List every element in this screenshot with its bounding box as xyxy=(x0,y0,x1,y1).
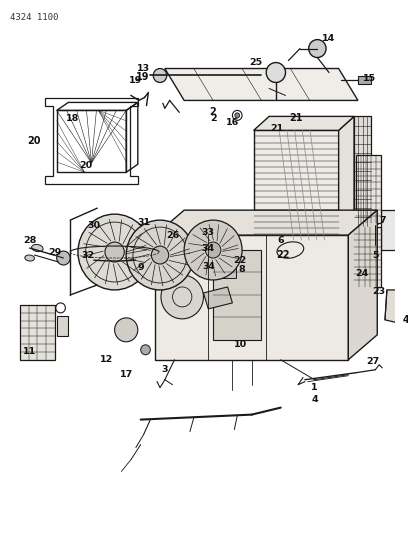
Circle shape xyxy=(151,246,169,264)
Text: 11: 11 xyxy=(23,348,36,356)
Text: 34: 34 xyxy=(202,262,215,271)
Text: 16: 16 xyxy=(226,118,239,127)
Text: 1: 1 xyxy=(311,383,318,392)
Polygon shape xyxy=(254,131,339,240)
Text: 7: 7 xyxy=(380,216,386,224)
Text: 30: 30 xyxy=(87,221,100,230)
Text: 4: 4 xyxy=(311,395,318,404)
Bar xyxy=(354,116,371,226)
Text: 6: 6 xyxy=(277,236,284,245)
Text: 34: 34 xyxy=(202,244,215,253)
Circle shape xyxy=(370,215,380,225)
Bar xyxy=(356,155,381,223)
Text: 15: 15 xyxy=(363,74,376,83)
Text: 24: 24 xyxy=(355,270,368,278)
Bar xyxy=(381,210,400,250)
Text: 33: 33 xyxy=(202,228,215,237)
Circle shape xyxy=(235,113,239,118)
Circle shape xyxy=(141,345,151,355)
Polygon shape xyxy=(155,235,348,360)
Polygon shape xyxy=(339,116,354,240)
Bar xyxy=(354,227,381,287)
Text: 25: 25 xyxy=(249,58,262,67)
Text: 4: 4 xyxy=(403,315,408,325)
Circle shape xyxy=(153,69,167,83)
Text: 2: 2 xyxy=(210,114,216,123)
Text: 4324 1100: 4324 1100 xyxy=(10,13,59,22)
Text: 12: 12 xyxy=(100,356,113,364)
Bar xyxy=(57,316,68,336)
Text: 21: 21 xyxy=(289,114,303,123)
Polygon shape xyxy=(254,116,354,131)
Text: 3: 3 xyxy=(162,365,168,374)
Text: 27: 27 xyxy=(366,357,379,366)
Text: 8: 8 xyxy=(239,265,246,274)
Circle shape xyxy=(57,251,70,265)
Text: 14: 14 xyxy=(322,34,336,43)
Text: 9: 9 xyxy=(137,263,144,272)
Polygon shape xyxy=(204,287,233,309)
Text: 17: 17 xyxy=(120,370,133,379)
Ellipse shape xyxy=(25,255,35,261)
Circle shape xyxy=(105,242,124,262)
Text: 2: 2 xyxy=(210,108,217,117)
Polygon shape xyxy=(348,210,377,360)
Text: 18: 18 xyxy=(67,114,80,123)
Bar xyxy=(20,305,55,360)
Bar xyxy=(215,260,236,278)
Circle shape xyxy=(184,220,242,280)
Circle shape xyxy=(309,39,326,58)
Polygon shape xyxy=(385,290,408,325)
Text: 28: 28 xyxy=(23,236,36,245)
Text: 26: 26 xyxy=(166,231,179,239)
Text: 23: 23 xyxy=(373,287,386,296)
Circle shape xyxy=(205,242,221,258)
Text: 22: 22 xyxy=(276,250,289,260)
Text: 19: 19 xyxy=(136,72,149,83)
Bar xyxy=(213,250,262,340)
Circle shape xyxy=(266,62,286,83)
Circle shape xyxy=(115,318,138,342)
Text: 32: 32 xyxy=(81,251,94,260)
Polygon shape xyxy=(155,210,377,235)
Bar xyxy=(358,77,371,84)
Circle shape xyxy=(78,214,151,290)
Text: 29: 29 xyxy=(48,247,61,256)
Text: 20: 20 xyxy=(27,136,40,147)
Circle shape xyxy=(126,220,194,290)
Text: 5: 5 xyxy=(372,251,379,260)
Text: 19: 19 xyxy=(129,76,142,85)
Ellipse shape xyxy=(32,245,43,252)
Text: 10: 10 xyxy=(234,340,247,349)
Text: 31: 31 xyxy=(137,217,150,227)
Text: 20: 20 xyxy=(79,161,92,170)
Polygon shape xyxy=(165,69,358,100)
Text: 21: 21 xyxy=(270,124,284,133)
Circle shape xyxy=(161,275,204,319)
Text: 22: 22 xyxy=(233,255,247,264)
Text: 13: 13 xyxy=(137,64,150,73)
